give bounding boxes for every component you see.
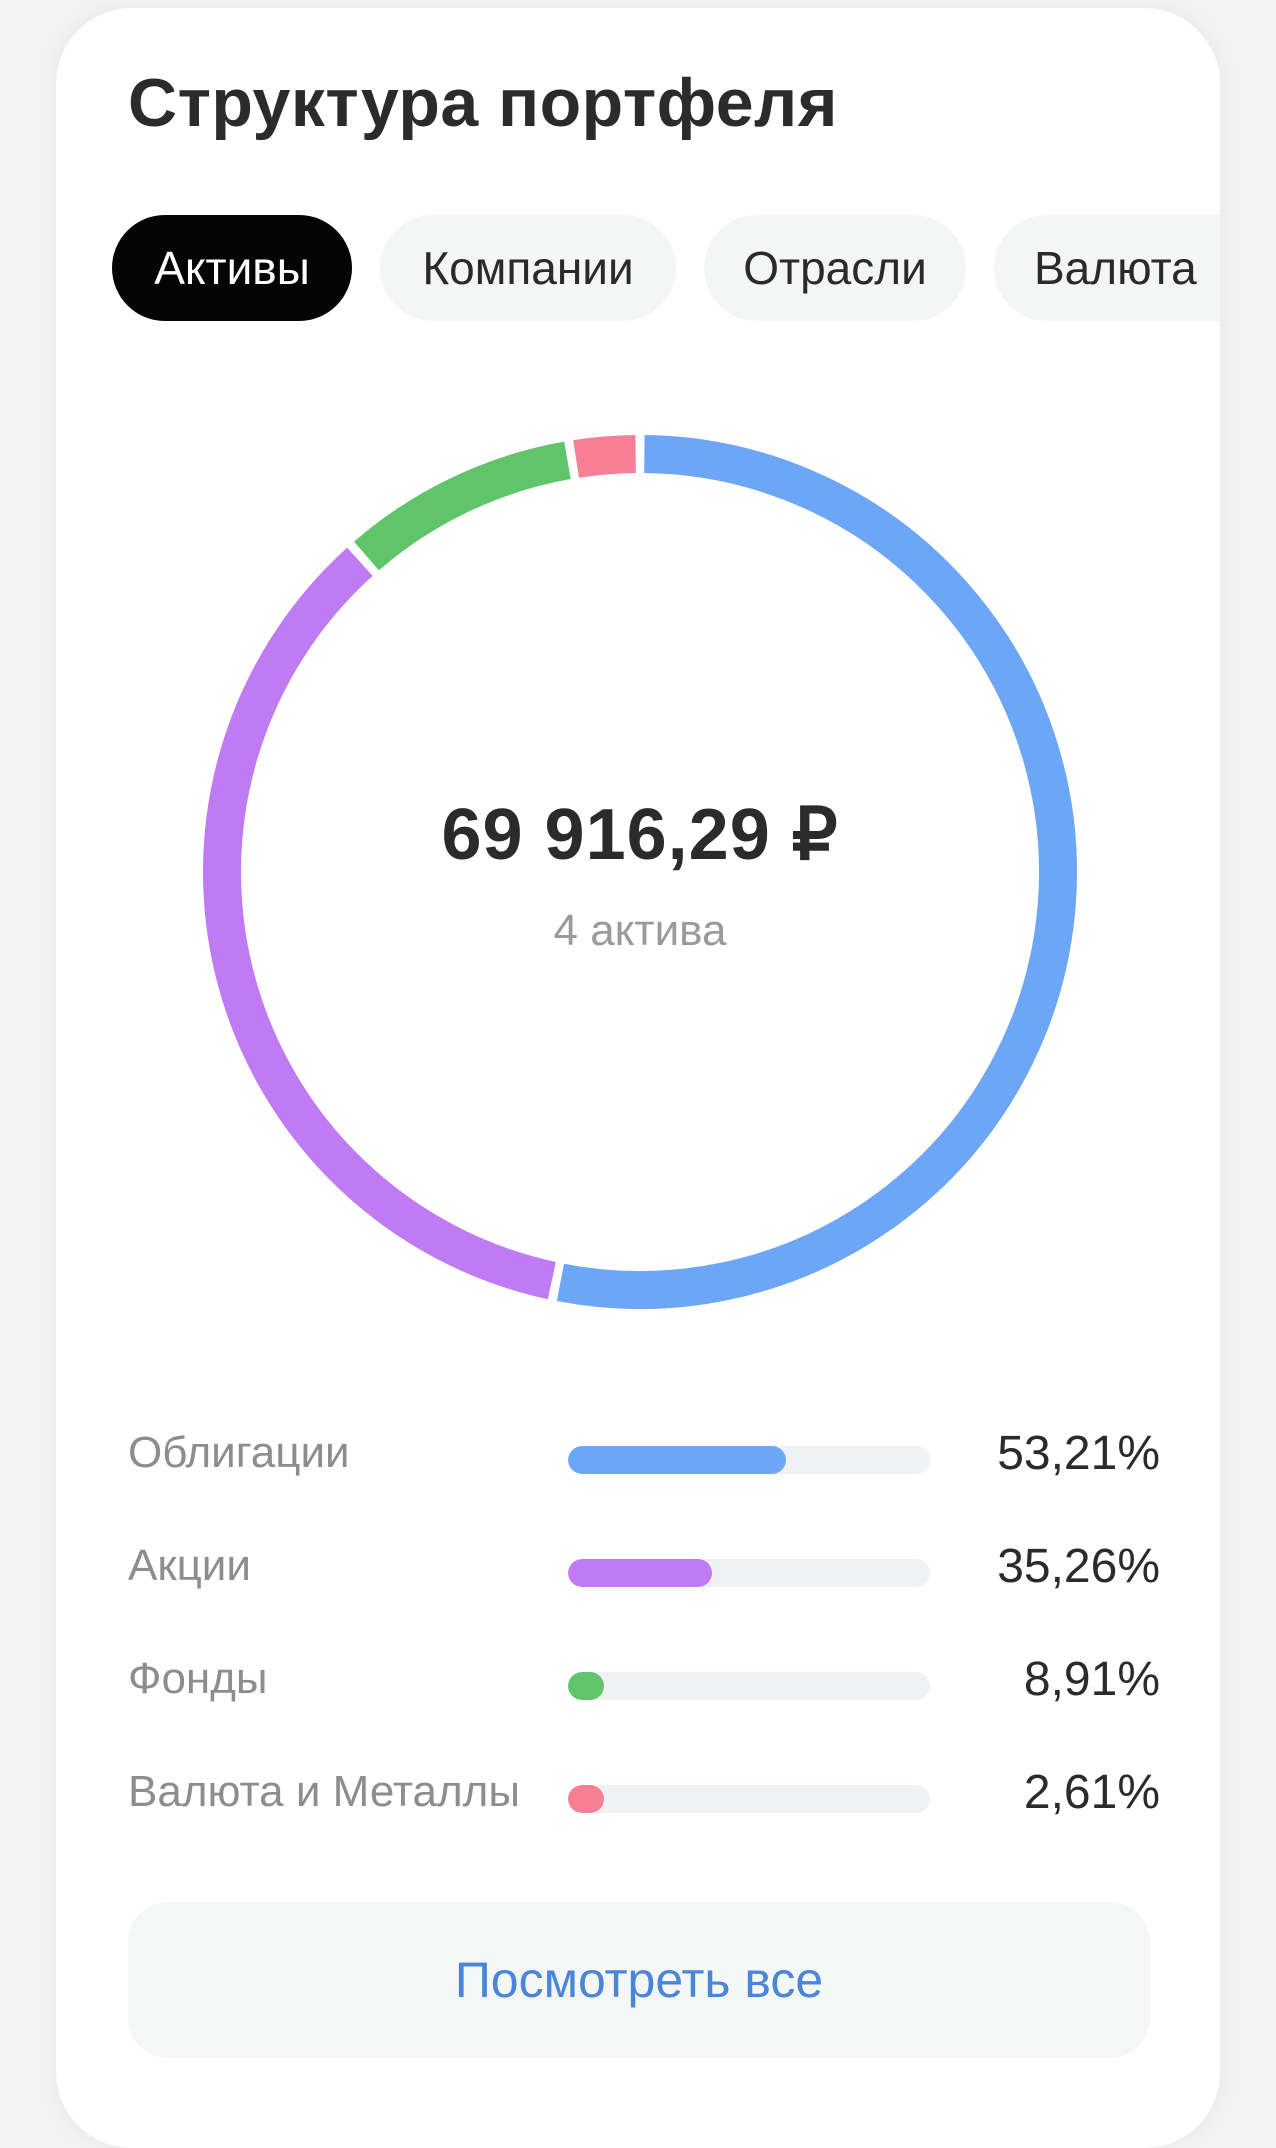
bar-fill-funds bbox=[568, 1672, 605, 1700]
legend-percent: 53,21% bbox=[997, 1427, 1160, 1480]
legend-label: Акции bbox=[128, 1541, 251, 1590]
portfolio-structure-card: Структура портфеля Активы Компании Отрас… bbox=[56, 8, 1220, 2148]
legend-row-currency-metals: Валюта и Металлы 2,61% bbox=[128, 1747, 1160, 1860]
tab-industries[interactable]: Отрасли bbox=[704, 215, 966, 321]
bar-track bbox=[568, 1559, 930, 1587]
tab-companies[interactable]: Компании bbox=[380, 215, 676, 321]
legend-row-funds: Фонды 8,91% bbox=[128, 1634, 1160, 1747]
donut-segment-currency-metals bbox=[573, 435, 637, 478]
legend-row-bonds: Облигации 53,21% bbox=[128, 1408, 1160, 1521]
legend-label: Облигации bbox=[128, 1428, 350, 1477]
tab-currency[interactable]: Валюта bbox=[994, 215, 1220, 321]
bar-track bbox=[568, 1446, 930, 1474]
donut-svg bbox=[203, 435, 1077, 1309]
bar-fill-currency-metals bbox=[568, 1785, 604, 1813]
page-title: Структура портфеля bbox=[128, 65, 838, 141]
bar-track bbox=[568, 1785, 930, 1813]
tab-assets[interactable]: Активы bbox=[112, 215, 352, 321]
donut-segment-bonds bbox=[556, 435, 1077, 1309]
legend-row-stocks: Акции 35,26% bbox=[128, 1521, 1160, 1634]
asset-count: 4 актива bbox=[553, 906, 727, 955]
tab-bar: Активы Компании Отрасли Валюта bbox=[112, 215, 1220, 321]
view-all-button[interactable]: Посмотреть все bbox=[128, 1902, 1150, 2058]
legend-percent: 35,26% bbox=[997, 1540, 1160, 1593]
legend-percent: 2,61% bbox=[1023, 1766, 1160, 1819]
bar-fill-bonds bbox=[568, 1446, 786, 1474]
legend-percent: 8,91% bbox=[1023, 1653, 1160, 1706]
allocation-legend: Облигации 53,21% Акции 35,26% Фонды 8,91… bbox=[128, 1408, 1160, 1860]
legend-label: Фонды bbox=[128, 1654, 268, 1703]
allocation-donut-chart: 69 916,29 ₽ 4 актива bbox=[200, 432, 1080, 1312]
portfolio-total-value: 69 916,29 ₽ bbox=[441, 795, 839, 875]
donut-segment-stocks bbox=[203, 547, 556, 1300]
donut-segment-funds bbox=[354, 441, 571, 571]
bar-track bbox=[568, 1672, 930, 1700]
legend-label: Валюта и Металлы bbox=[128, 1767, 520, 1816]
bar-fill-stocks bbox=[568, 1559, 713, 1587]
